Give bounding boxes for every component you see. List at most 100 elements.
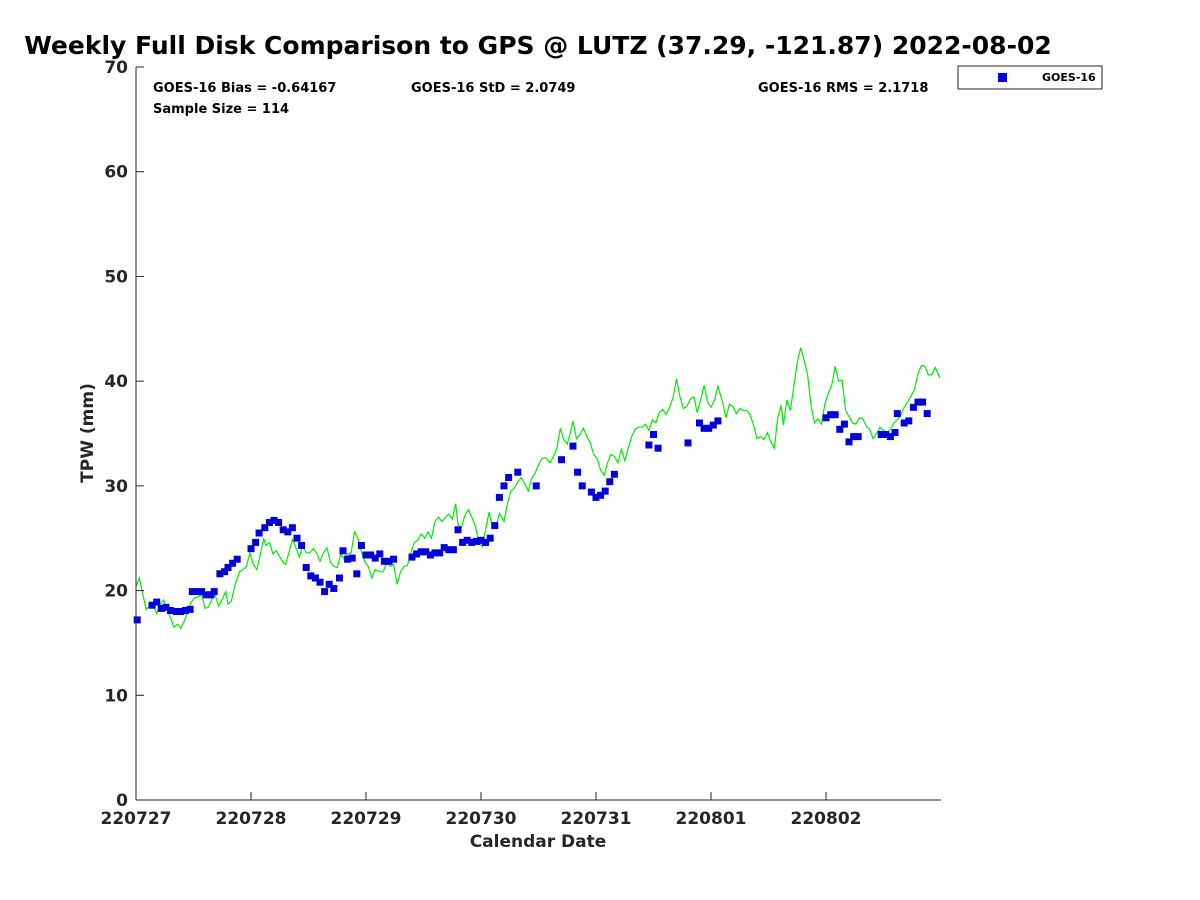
goes16-data-point [348,554,356,562]
x-tick-label: 220727 [101,809,172,829]
goes16-data-point [275,519,283,526]
goes16-data-point [914,398,922,406]
goes16-data-point [188,588,196,596]
y-axis-ticks: 0 10 20 30 40 50 60 70 [104,58,144,811]
goes16-data-point [514,468,522,476]
goes16-data-point [468,538,476,546]
x-axis-ticks: 220727 220728 220729 220730 220731 220801 2208… [101,792,861,829]
goes16-data-point [709,421,717,429]
goes16-data-point [181,607,189,614]
goes16-data-point [380,557,388,565]
goes16-data-point [390,555,398,563]
sample-size-annotation: Sample Size = 114 [153,102,289,117]
goes16-data-point [905,417,913,425]
goes16-data-point [336,574,343,582]
goes16-data-point [357,542,365,549]
goes16-data-point [202,591,210,599]
goes16-data-point [293,534,301,542]
goes16-data-point [316,578,324,586]
goes16-data-point [491,522,499,530]
goes16-data-point [233,555,241,563]
gps-series-line [135,347,941,630]
goes16-data-point [431,549,439,557]
goes16-data-point [449,546,457,554]
plot-background [136,67,941,800]
goes16-data-point [148,601,156,609]
goes16-data-point [302,564,310,571]
rms-annotation: GOES-16 RMS = 2.1718 [758,81,928,96]
goes16-data-point [900,419,908,427]
goes16-data-point [500,482,508,490]
goes16-data-point [339,547,347,555]
goes16-data-point [376,550,384,558]
goes16-data-point [463,536,471,544]
goes16-data-point [592,493,600,501]
y-tick-label: 60 [104,163,128,183]
x-tick-label: 220729 [331,809,402,829]
goes16-data-point [486,534,494,542]
goes16-data-point [162,603,170,611]
chart-title: Weekly Full Disk Comparison to GPS @ LUT… [24,31,1052,60]
goes16-data-point [891,429,899,436]
goes16-data-point [440,544,448,552]
legend: GOES-16 [957,65,1103,90]
goes16-data-point [822,414,830,422]
goes16-data-point [367,551,375,559]
goes16-data-point [459,538,467,546]
goes16-data-point [325,580,333,588]
goes16-data-point [645,441,653,449]
goes16-data-point [836,425,844,433]
goes16-data-point [714,417,722,425]
axes [135,67,941,801]
x-tick-label: 220730 [446,809,517,829]
goes16-data-point [893,410,901,418]
goes16-data-point [882,431,890,438]
goes16-data-point [422,548,430,556]
goes16-data-point [371,554,379,562]
legend-box [957,65,1103,90]
y-tick-label: 20 [104,582,128,602]
goes16-data-point [321,588,329,596]
goes16-data-point [445,546,453,554]
goes16-data-point [454,526,462,534]
y-tick-label: 70 [104,58,128,78]
goes16-data-point [845,438,853,446]
goes16-data-point [436,549,444,557]
goes16-data-point [198,588,206,596]
x-tick-label: 220801 [676,809,747,829]
goes16-data-point [482,538,490,546]
goes16-data-point [167,607,174,614]
goes16-data-point [597,491,605,499]
goes16-data-point [854,433,862,441]
goes16-data-point [654,444,662,452]
goes16-data-point [578,482,586,490]
goes16-data-point [298,542,306,549]
goes16-data-point [532,482,540,490]
y-axis-label: TPW (mm) [78,383,98,483]
stats-annotations: GOES-16 Bias = -0.64167 GOES-16 StD = 2.… [153,81,928,117]
goes16-data-point [265,519,273,526]
legend-label-goes16: GOES-16 [1042,71,1096,84]
goes16-data-point [229,559,237,567]
goes16-data-point [610,470,618,478]
goes16-data-point [919,398,927,406]
goes16-data-point [705,424,713,432]
goes16-data-point [353,570,361,578]
goes16-data-point [886,433,894,441]
goes16-data-point [311,574,319,582]
goes16-data-point [700,424,708,432]
goes16-data-point [569,442,577,450]
goes16-data-point [221,568,229,576]
goes16-data-point [133,616,141,624]
gps-series-layer [135,347,941,630]
goes16-data-point [270,516,278,524]
goes16-data-point [210,588,218,596]
goes16-data-point [172,608,180,615]
goes16-data-point [408,553,416,561]
goes16-data-point [177,608,185,615]
goes16-data-point [344,555,352,563]
goes16-data-point [261,524,269,532]
goes16-data-point [601,487,609,495]
goes16-data-point [186,605,194,613]
